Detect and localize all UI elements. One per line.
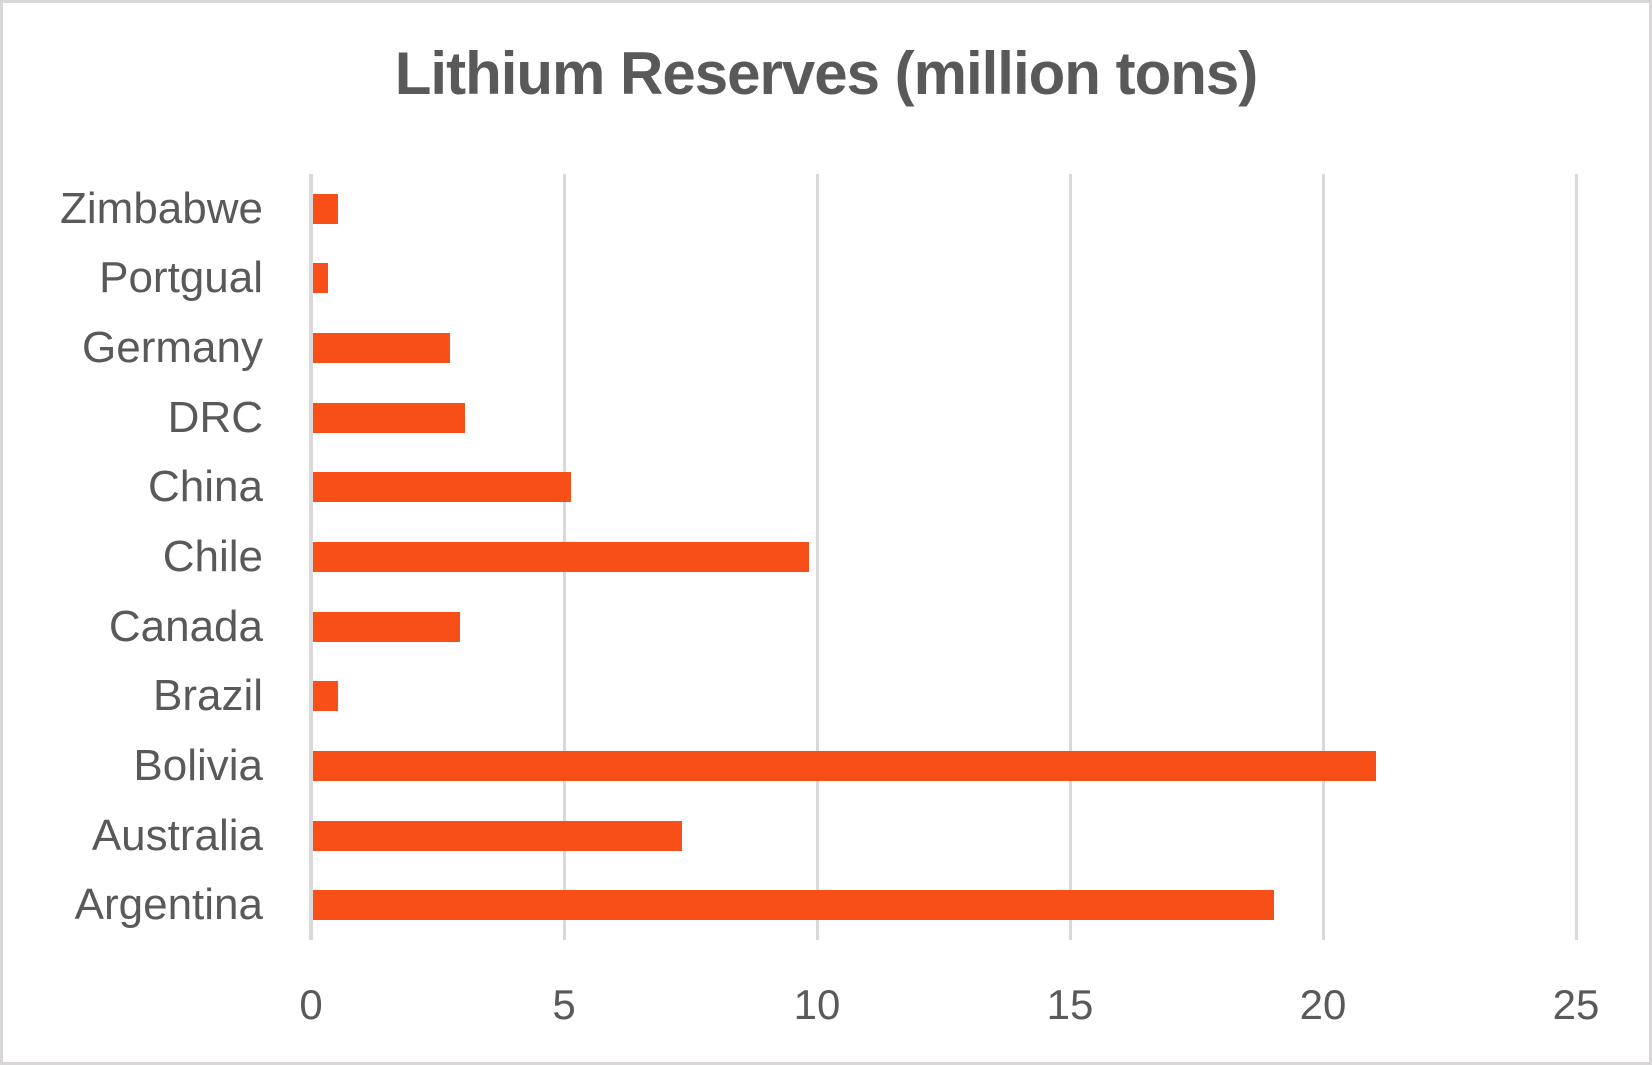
chart-title: Lithium Reserves (million tons) xyxy=(394,40,1258,107)
bar-zimbabwe xyxy=(313,193,339,224)
x-tick-label-10: 10 xyxy=(793,981,841,1028)
y-axis-line xyxy=(309,174,313,940)
bar-germany xyxy=(313,333,450,364)
bar-drc xyxy=(313,402,465,433)
category-label-bolivia: Bolivia xyxy=(133,740,263,790)
category-label-germany: Germany xyxy=(82,323,263,373)
x-tick-label-5: 5 xyxy=(552,981,576,1028)
bar-bolivia xyxy=(313,750,1376,781)
bar-argentina xyxy=(313,890,1275,921)
category-label-drc: DRC xyxy=(167,392,263,442)
category-label-argentina: Argentina xyxy=(74,880,263,930)
gridline-x-25 xyxy=(1574,174,1578,940)
category-label-canada: Canada xyxy=(108,601,263,651)
x-tick-label-0: 0 xyxy=(299,981,323,1028)
gridline-x-15 xyxy=(1068,174,1072,940)
category-label-zimbabwe: Zimbabwe xyxy=(60,183,263,233)
category-label-china: China xyxy=(148,462,263,512)
x-tick-label-25: 25 xyxy=(1552,981,1600,1028)
category-label-portgual: Portgual xyxy=(99,253,263,303)
x-tick-label-20: 20 xyxy=(1299,981,1347,1028)
bar-brazil xyxy=(313,681,339,712)
category-label-chile: Chile xyxy=(162,532,263,581)
gridline-x-20 xyxy=(1321,174,1325,940)
bar-chile xyxy=(313,542,809,572)
category-label-australia: Australia xyxy=(91,810,263,860)
x-tick-label-15: 15 xyxy=(1046,981,1094,1028)
bar-canada xyxy=(313,611,460,642)
bar-australia xyxy=(313,820,683,851)
gridline-x-10 xyxy=(815,174,819,940)
bar-portgual xyxy=(313,263,329,294)
bar-china xyxy=(313,472,572,503)
category-label-brazil: Brazil xyxy=(152,671,263,721)
